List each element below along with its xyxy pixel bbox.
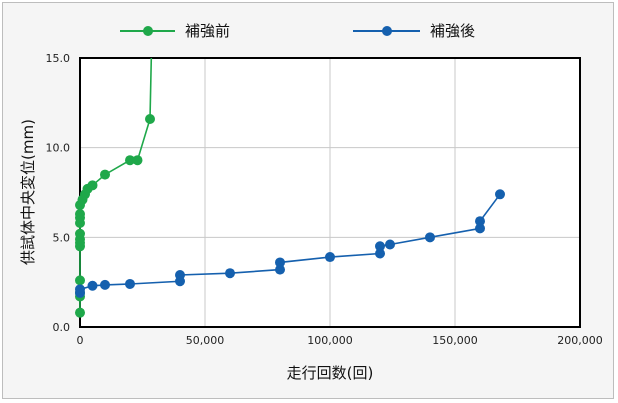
data-point bbox=[87, 180, 98, 191]
data-point bbox=[87, 280, 98, 291]
data-point bbox=[225, 268, 235, 279]
data-point bbox=[175, 269, 185, 280]
data-point bbox=[100, 279, 110, 290]
series-after bbox=[75, 189, 505, 298]
data-point bbox=[275, 264, 285, 275]
legend-label-after: 補強後 bbox=[430, 22, 475, 40]
data-point bbox=[75, 307, 85, 318]
legend-marker-after bbox=[382, 26, 392, 36]
series-before bbox=[75, 57, 155, 318]
data-point bbox=[100, 169, 110, 180]
series-layer bbox=[75, 57, 505, 318]
legend-label-before: 補強前 bbox=[185, 22, 230, 40]
x-axis-title: 走行回数(回) bbox=[287, 364, 374, 382]
data-point bbox=[375, 241, 385, 252]
gridlines bbox=[80, 58, 580, 327]
x-tick-label: 100,000 bbox=[307, 334, 353, 347]
data-point bbox=[75, 275, 85, 286]
x-tick-label: 0 bbox=[77, 334, 84, 347]
x-tick-label: 150,000 bbox=[432, 334, 478, 347]
data-point bbox=[425, 232, 435, 243]
data-point bbox=[475, 223, 485, 234]
data-point bbox=[475, 216, 485, 227]
y-axis-title: 供試体中央変位(mm) bbox=[19, 119, 37, 265]
tick-labels: 0 50,000 100,000 150,000 200,000 0.0 5.0 10.0 15… bbox=[46, 52, 603, 347]
data-point bbox=[125, 155, 135, 166]
y-tick-label: 5.0 bbox=[53, 231, 71, 244]
x-tick-label: 200,000 bbox=[557, 334, 603, 347]
data-point bbox=[385, 239, 395, 250]
y-tick-label: 10.0 bbox=[46, 142, 71, 155]
data-point bbox=[375, 248, 385, 259]
data-point bbox=[275, 257, 285, 268]
data-point bbox=[495, 189, 505, 200]
y-tick-label: 15.0 bbox=[46, 52, 71, 65]
legend: 補強前 補強後 bbox=[120, 22, 475, 40]
plot-border bbox=[79, 57, 581, 328]
x-tick-label: 50,000 bbox=[186, 334, 225, 347]
legend-marker-before bbox=[143, 26, 153, 36]
y-tick-label: 0.0 bbox=[53, 321, 71, 334]
data-point bbox=[75, 209, 85, 220]
data-point bbox=[75, 284, 85, 295]
data-point bbox=[75, 228, 85, 239]
data-point bbox=[145, 113, 155, 124]
data-point bbox=[132, 155, 143, 166]
data-point bbox=[125, 278, 135, 289]
data-point bbox=[325, 252, 335, 263]
